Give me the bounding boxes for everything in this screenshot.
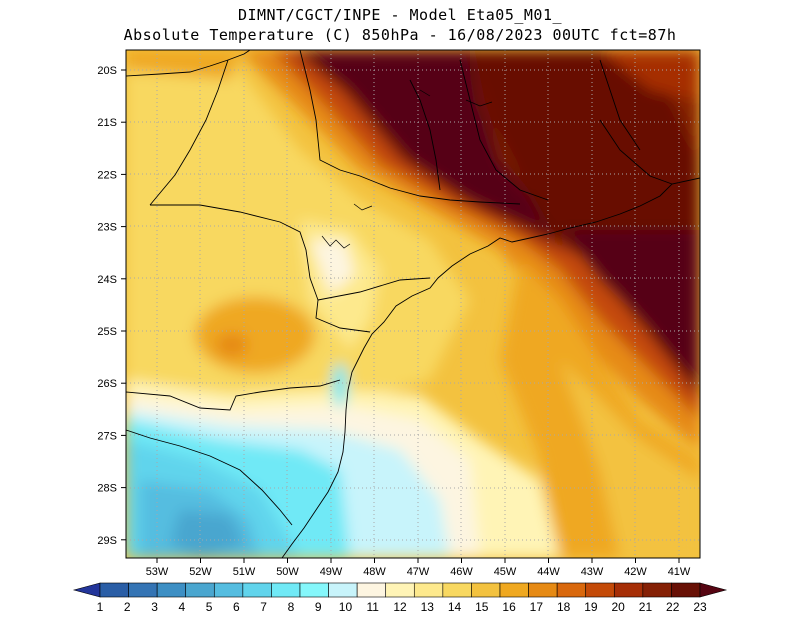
longitude-labels: 53W 52W 51W 50W 49W 48W 47W 46W 45W 44W 43W 42W 41W [146, 558, 691, 578]
colorbar-label: 17 [530, 600, 544, 614]
lon-label: 49W [320, 566, 343, 578]
colorbar-label: 15 [475, 600, 489, 614]
lat-label: 26S [97, 378, 117, 390]
coastline-borders [126, 50, 700, 558]
lon-label: 42W [624, 566, 647, 578]
colorbar-swatch [328, 582, 358, 598]
colorbar-label: 12 [393, 600, 407, 614]
colorbar-label: 14 [448, 600, 462, 614]
colorbar-swatch [185, 582, 215, 598]
colorbar: 1 2 3 4 5 6 7 8 9 10 11 12 13 14 15 16 17 18 19 20 21 22 23 [72, 582, 728, 614]
colorbar-label: 16 [502, 600, 516, 614]
map-title-line2: Absolute Temperature (C) 850hPa - 16/08/… [123, 26, 677, 44]
colorbar-swatch [271, 582, 301, 598]
graticule [126, 50, 700, 558]
colorbar-swatch [385, 582, 415, 598]
colorbar-swatch [99, 582, 129, 598]
colorbar-label: 11 [366, 600, 379, 614]
lon-label: 41W [668, 566, 691, 578]
colorbar-arrow-high [699, 582, 728, 598]
lat-label: 20S [97, 65, 117, 77]
lon-label: 51W [233, 566, 256, 578]
colorbar-swatch [613, 582, 644, 598]
colorbar-swatch [471, 582, 501, 598]
temperature-field [126, 50, 700, 558]
colorbar-label: 5 [206, 600, 213, 614]
lat-label: 24S [97, 274, 117, 286]
colorbar-swatch [356, 582, 387, 598]
colorbar-swatch [413, 582, 444, 598]
lat-label: 28S [97, 483, 117, 495]
colorbar-label: 20 [612, 600, 626, 614]
colorbar-swatch [442, 582, 472, 598]
map-frame [125, 49, 701, 559]
lon-label: 53W [146, 566, 169, 578]
colorbar-label: 22 [666, 600, 680, 614]
lat-label: 27S [97, 430, 117, 442]
colorbar-swatch [213, 582, 244, 598]
colorbar-label: 1 [97, 600, 104, 614]
colorbar-swatch [499, 582, 529, 598]
colorbar-label: 19 [584, 600, 598, 614]
colorbar-label: 4 [178, 600, 185, 614]
colorbar-swatch [556, 582, 587, 598]
colorbar-label: 21 [639, 600, 653, 614]
colorbar-label: 6 [233, 600, 240, 614]
lat-label: 29S [97, 535, 117, 547]
lat-label: 21S [97, 117, 117, 129]
lat-label: 25S [97, 326, 117, 338]
colorbar-label: 2 [124, 600, 131, 614]
lon-label: 50W [276, 566, 299, 578]
colorbar-swatch [671, 582, 701, 598]
colorbar-label: 23 [693, 600, 707, 614]
colorbar-swatch [128, 582, 158, 598]
lon-label: 48W [363, 566, 386, 578]
colorbar-swatch [642, 582, 672, 598]
colorbar-label: 13 [421, 600, 435, 614]
colorbar-swatch [299, 582, 329, 598]
lon-label: 44W [537, 566, 560, 578]
lon-label: 45W [494, 566, 517, 578]
map-title-line1: DIMNT/CGCT/INPE - Model Eta05_M01_ [237, 6, 563, 24]
lat-label: 22S [97, 169, 117, 181]
colorbar-arrow-low [72, 582, 101, 598]
colorbar-label: 8 [288, 600, 295, 614]
colorbar-swatch [528, 582, 558, 598]
latitude-labels: 20S 21S 22S 23S 24S 25S 26S 27S 28S 29S [97, 65, 126, 547]
colorbar-swatch [156, 582, 187, 598]
colorbar-swatch [242, 582, 272, 598]
lon-label: 46W [450, 566, 473, 578]
lon-label: 47W [407, 566, 430, 578]
lon-label: 52W [189, 566, 212, 578]
colorbar-label: 10 [339, 600, 353, 614]
colorbar-swatch [585, 582, 615, 598]
colorbar-label: 7 [260, 600, 267, 614]
colorbar-label: 9 [315, 600, 322, 614]
lat-label: 23S [97, 222, 117, 234]
lon-label: 43W [581, 566, 604, 578]
colorbar-label: 18 [557, 600, 571, 614]
colorbar-label: 3 [151, 600, 158, 614]
